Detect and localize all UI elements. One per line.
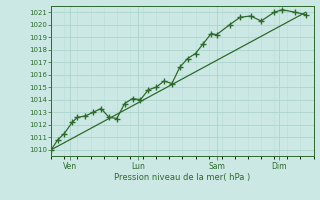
X-axis label: Pression niveau de la mer( hPa ): Pression niveau de la mer( hPa ) [114, 173, 251, 182]
